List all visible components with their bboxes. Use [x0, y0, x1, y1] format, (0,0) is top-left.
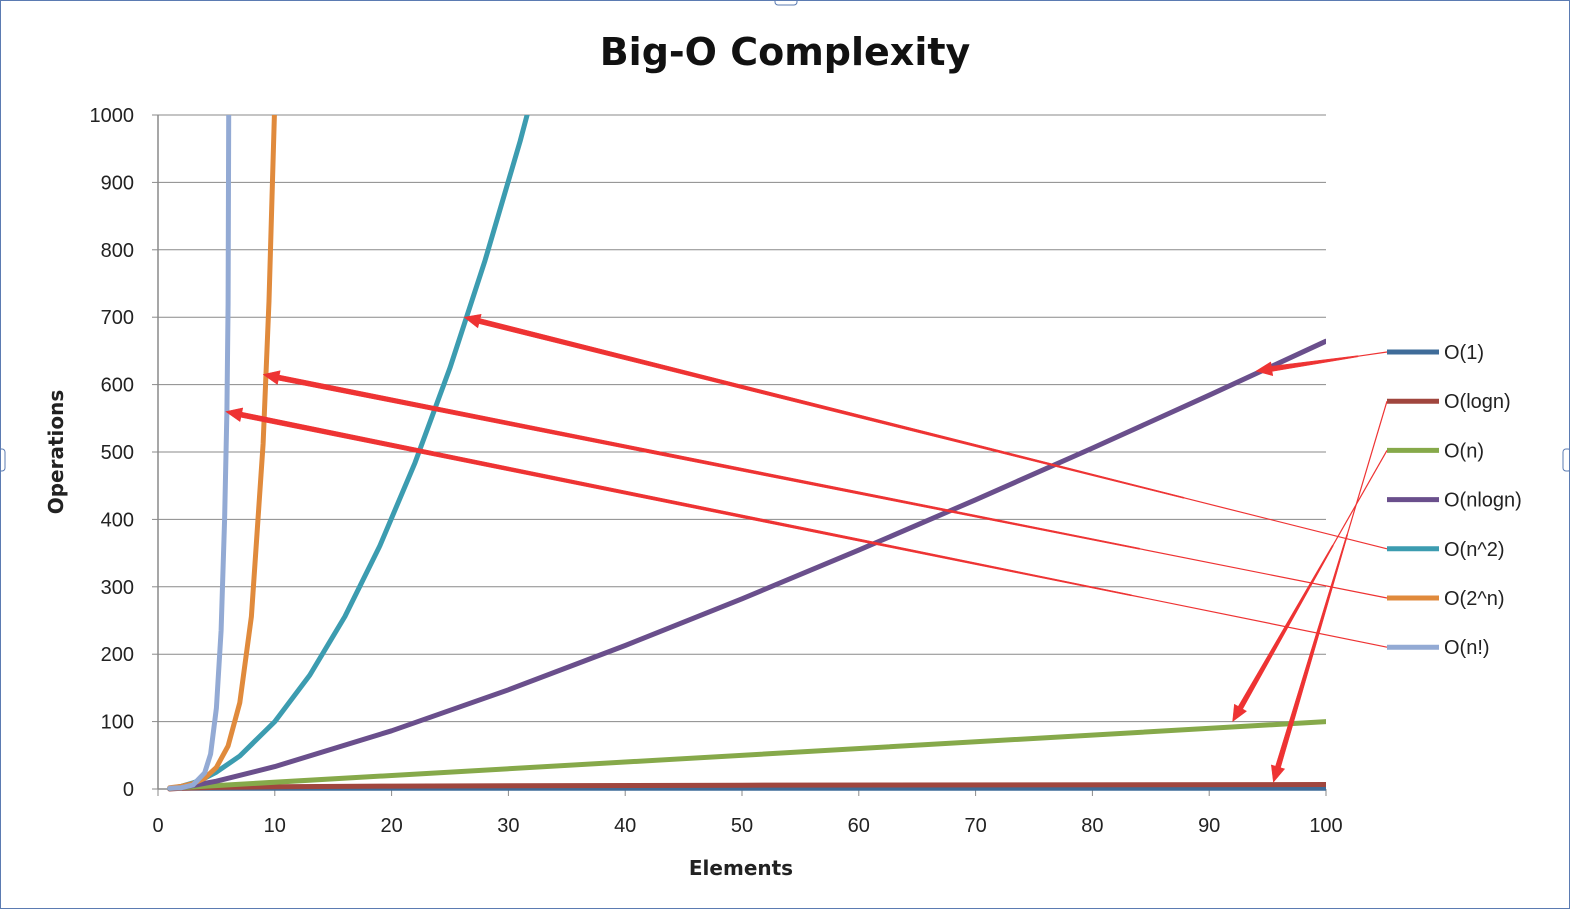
y-tick-label-200: 200 — [101, 644, 134, 666]
axes: 0 100 200 300 400 500 600 700 800 900 1000 0 10 20 30 4… — [90, 105, 1343, 837]
y-tick-label-1000: 1000 — [90, 105, 135, 127]
x-tick-label-70: 70 — [964, 815, 986, 837]
y-tick-label-800: 800 — [101, 240, 134, 262]
series-line-onlogn — [178, 338, 1326, 791]
legend: O(1) O(logn) O(n) O(nlogn) O(n^2) O(2^n) O(n!) — [1387, 342, 1522, 659]
gridlines — [158, 114, 1326, 723]
arrow-head-on — [1232, 544, 1334, 723]
x-tick-label-20: 20 — [380, 815, 402, 837]
y-tick-label-900: 900 — [101, 172, 134, 194]
x-tick-label-50: 50 — [731, 815, 753, 837]
x-tick-label-40: 40 — [614, 815, 636, 837]
series-line-on — [167, 115, 232, 791]
legend-label-ologn: O(logn) — [1444, 391, 1511, 413]
y-tick-label-600: 600 — [101, 375, 134, 397]
legend-label-on2: O(n^2) — [1444, 539, 1505, 561]
x-axis-label: Elements — [689, 856, 793, 880]
arrow-head-on — [225, 407, 1132, 597]
arrow-thin-o2n — [1139, 548, 1388, 599]
legend-label-o1: O(1) — [1444, 342, 1484, 364]
chart-title: Big-O Complexity — [600, 30, 971, 74]
x-tick-label-100: 100 — [1309, 815, 1342, 837]
x-tick-label-60: 60 — [848, 815, 870, 837]
annotation-arrows — [225, 313, 1388, 783]
y-axis-label: Operations — [44, 390, 68, 515]
arrow-thin-ologn — [1346, 401, 1388, 535]
series-line-o2n — [167, 115, 277, 791]
y-tick-label-100: 100 — [101, 712, 134, 734]
series-lines — [167, 115, 1326, 792]
series-line-on — [167, 719, 1326, 791]
arrow-head-onlogn — [1255, 355, 1359, 377]
arrow-thin-onlogn — [1358, 351, 1388, 357]
arrow-head-o2n — [262, 370, 1141, 550]
y-tick-label-500: 500 — [101, 442, 134, 464]
x-tick-label-30: 30 — [497, 815, 519, 837]
x-tick-label-0: 0 — [152, 815, 163, 837]
x-tick-label-80: 80 — [1081, 815, 1103, 837]
x-tick-label-10: 10 — [264, 815, 286, 837]
arrow-thin-on2 — [1183, 497, 1388, 550]
y-tick-label-300: 300 — [101, 577, 134, 599]
legend-label-onlogn: O(nlogn) — [1444, 490, 1522, 512]
arrow-head-on2 — [463, 313, 1185, 499]
y-tick-label-0: 0 — [123, 779, 134, 801]
x-tick-label-90: 90 — [1198, 815, 1220, 837]
y-tick-label-700: 700 — [101, 307, 134, 329]
y-tick-label-400: 400 — [101, 509, 134, 531]
arrow-thin-on — [1131, 594, 1388, 648]
arrow-head-ologn — [1271, 534, 1349, 783]
legend-label-o2n: O(2^n) — [1444, 588, 1505, 610]
arrow-thin-on — [1332, 450, 1388, 546]
legend-label-on: O(n) — [1444, 440, 1484, 462]
legend-label-on: O(n!) — [1444, 637, 1490, 659]
